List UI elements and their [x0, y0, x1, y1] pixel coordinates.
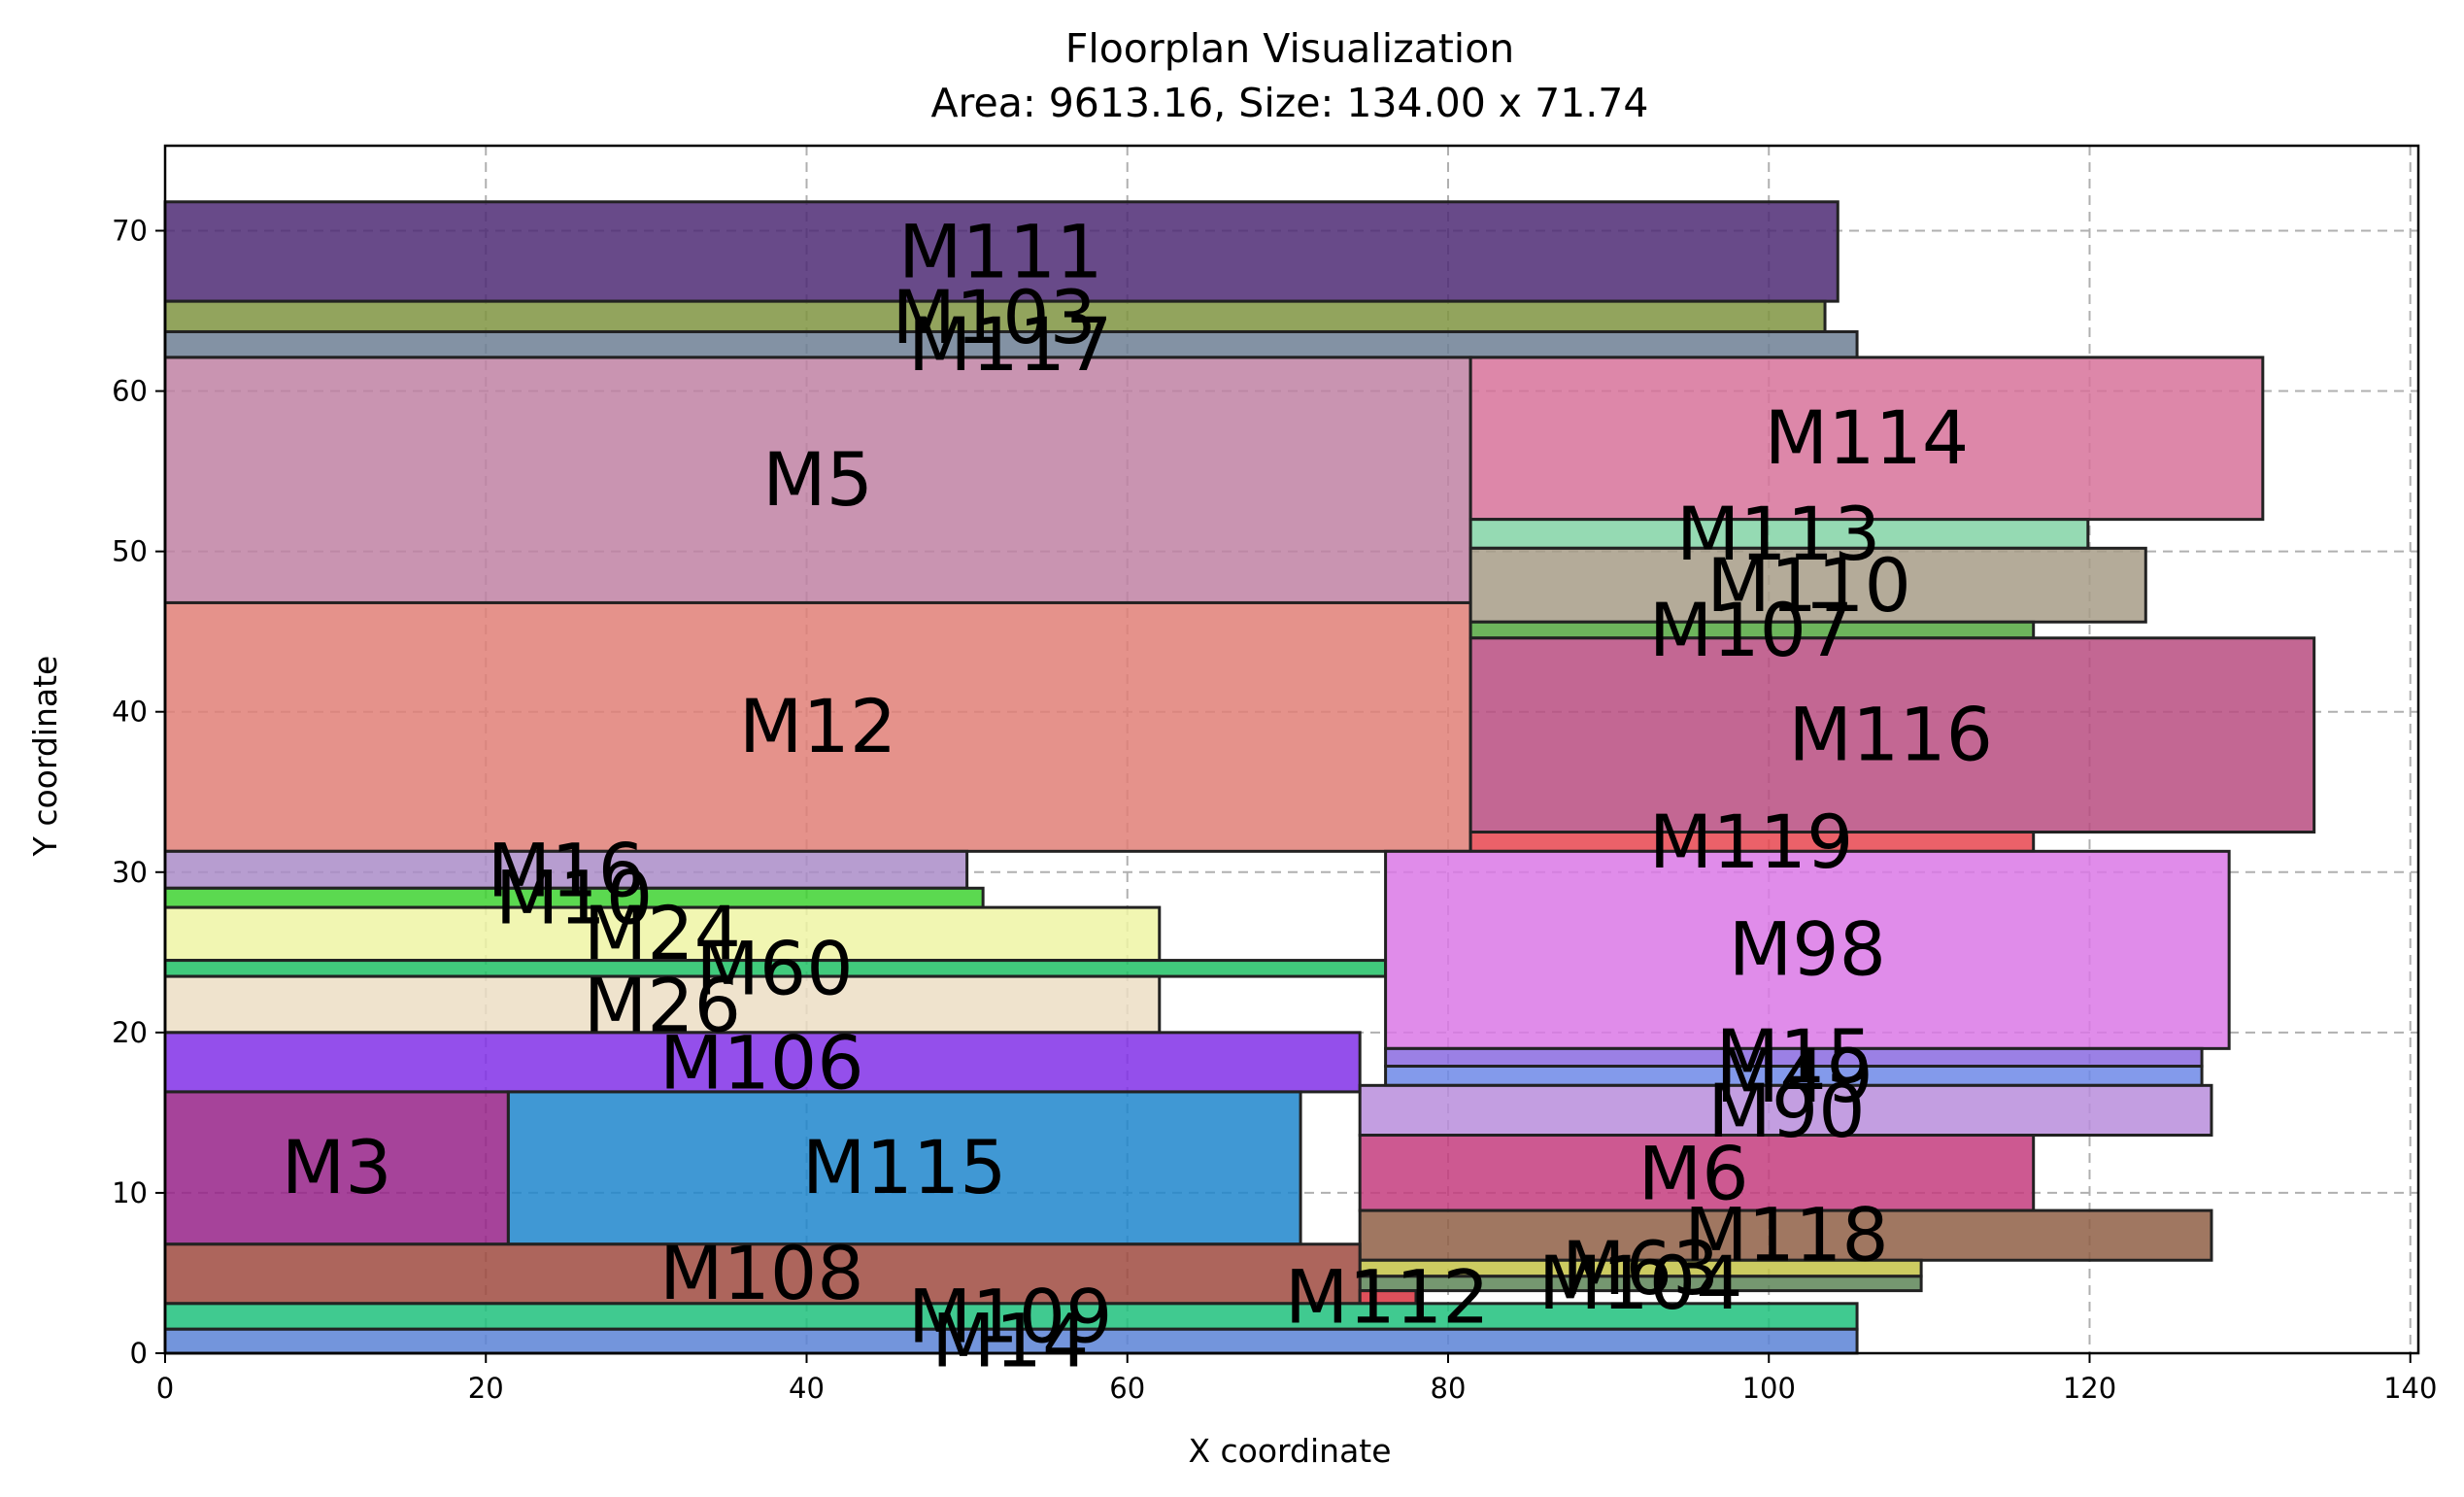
axis-ticks: 0 20 40 60 80 100 120 140 0 10 20 30 40 50 60 70 [112, 214, 2437, 1405]
module-m98 [1384, 849, 2231, 1050]
x-tick-label: 120 [2063, 1372, 2116, 1405]
y-tick-label: 70 [112, 214, 148, 247]
chart-title: Floorplan Visualization [1065, 25, 1515, 72]
label-m10: M10 [495, 855, 653, 941]
label-m111: M111 [898, 208, 1103, 294]
module-m108 [163, 1242, 1362, 1306]
module-m6 [1358, 1134, 2036, 1212]
label-m107: M107 [1649, 587, 1854, 673]
chart-subtitle: Area: 9613.16, Size: 134.00 x 71.74 [931, 80, 1649, 126]
x-tick-label: 40 [789, 1372, 825, 1405]
x-tick-label: 100 [1742, 1372, 1796, 1405]
y-tick-label: 40 [112, 696, 148, 729]
module-m116 [1468, 636, 2316, 834]
label-m110: M110 [1706, 542, 1911, 629]
module-m115 [506, 1090, 1302, 1246]
module-m117 [163, 329, 1859, 359]
label-m119: M119 [1649, 799, 1854, 885]
label-m63: M63 [1562, 1225, 1719, 1311]
label-m90: M90 [1707, 1068, 1865, 1154]
y-tick-label: 0 [130, 1337, 148, 1370]
label-m6: M6 [1638, 1131, 1749, 1217]
label-m24: M24 [584, 890, 741, 976]
label-m103: M103 [892, 274, 1097, 360]
module-rectangles [163, 200, 2316, 1355]
label-m116: M116 [1788, 691, 1993, 777]
label-m104: M104 [1538, 1240, 1743, 1326]
y-tick-label: 50 [112, 535, 148, 568]
label-m118: M118 [1684, 1191, 1889, 1277]
label-m109: M109 [908, 1274, 1113, 1360]
label-m115: M115 [802, 1124, 1007, 1210]
y-tick-label: 60 [112, 375, 148, 408]
module-m113 [1468, 518, 2090, 550]
label-m114: M114 [1765, 394, 1970, 481]
module-m90 [1358, 1083, 2213, 1138]
x-tick-label: 80 [1431, 1372, 1467, 1405]
module-m114 [1468, 356, 2265, 522]
module-m106 [163, 1031, 1362, 1094]
module-m26 [163, 974, 1162, 1035]
x-tick-label: 60 [1109, 1372, 1145, 1405]
label-m49: M49 [1716, 1033, 1873, 1119]
label-m113: M113 [1676, 491, 1881, 577]
x-tick-label: 0 [156, 1372, 174, 1405]
y-tick-label: 10 [112, 1176, 148, 1209]
x-axis-label: X coordinate [1188, 1432, 1391, 1470]
label-m117: M117 [908, 301, 1113, 388]
y-tick-label: 30 [112, 856, 148, 889]
label-m26: M26 [584, 962, 741, 1048]
label-m12: M12 [739, 683, 896, 769]
module-m24 [163, 905, 1162, 963]
plot-frame [163, 144, 2420, 1355]
x-tick-label: 20 [468, 1372, 504, 1405]
y-axis-label: Y coordinate [26, 656, 64, 858]
label-m16: M16 [488, 828, 645, 914]
label-m98: M98 [1729, 906, 1886, 993]
x-tick-label: 140 [2383, 1372, 2437, 1405]
label-m112: M112 [1285, 1254, 1490, 1341]
label-m15: M15 [1716, 1013, 1873, 1100]
module-m110 [1468, 546, 2147, 624]
label-m60: M60 [695, 925, 853, 1011]
module-m3 [163, 1090, 510, 1246]
y-tick-label: 20 [112, 1016, 148, 1049]
label-m106: M106 [659, 1020, 864, 1106]
label-m14: M14 [931, 1297, 1089, 1383]
label-m3: M3 [282, 1124, 392, 1210]
label-m108: M108 [659, 1230, 864, 1316]
label-m5: M5 [762, 436, 873, 523]
